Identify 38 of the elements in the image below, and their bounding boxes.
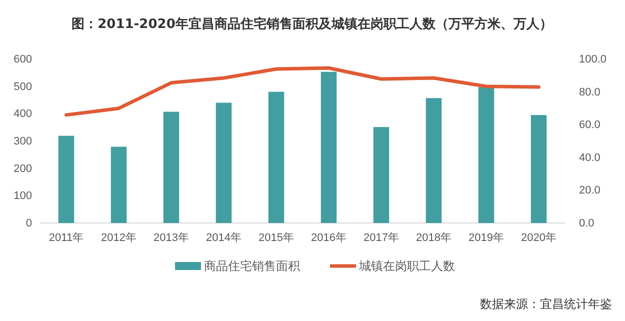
- x-tick-label: 2019年: [468, 232, 504, 244]
- y-tick-label: 300: [14, 136, 32, 148]
- bar: [373, 127, 390, 223]
- bar: [320, 72, 337, 223]
- y2-tick-label: 80.0: [579, 86, 600, 98]
- bar: [163, 112, 180, 223]
- bar: [478, 87, 494, 223]
- y-tick-label: 200: [14, 162, 32, 175]
- y-tick-label: 600: [14, 54, 32, 66]
- y2-tick-label: 20.0: [579, 184, 600, 197]
- chart-title: 图：2011-2020年宜昌商品住宅销售面积及城镇在岗职工人数（万平方米、万人）: [72, 16, 552, 32]
- bar: [426, 98, 442, 223]
- bar: [530, 115, 547, 223]
- x-tick-label: 2015年: [258, 232, 294, 244]
- x-tick-label: 2013年: [154, 232, 189, 244]
- x-tick-label: 2012年: [101, 232, 136, 244]
- source-note: 数据来源：宜昌统计年鉴: [480, 297, 612, 311]
- y-tick-label: 500: [14, 80, 32, 93]
- x-tick-label: 2014年: [206, 232, 242, 244]
- bar: [58, 136, 74, 223]
- legend-label: 商品住宅销售面积: [204, 259, 300, 273]
- x-tick-label: 2016年: [311, 232, 346, 244]
- bar: [268, 92, 284, 223]
- y2-tick-label: 60.0: [579, 119, 600, 132]
- y-tick-label: 100: [14, 190, 32, 202]
- y2-tick-label: 0.0: [579, 218, 594, 230]
- bar: [216, 102, 232, 223]
- line-series: [64, 66, 540, 117]
- x-tick-label: 2011年: [48, 232, 84, 244]
- y2-tick-label: 40.0: [579, 152, 600, 164]
- y-tick-label: 0: [26, 218, 32, 230]
- x-tick-label: 2017年: [364, 232, 399, 244]
- bar: [110, 146, 127, 223]
- legend-label: 城镇在岗职工人数: [358, 259, 455, 273]
- y2-tick-label: 100.0: [579, 54, 607, 66]
- y-tick-label: 400: [14, 108, 32, 120]
- x-tick-label: 2020年: [521, 232, 556, 244]
- x-tick-label: 2018年: [416, 232, 452, 244]
